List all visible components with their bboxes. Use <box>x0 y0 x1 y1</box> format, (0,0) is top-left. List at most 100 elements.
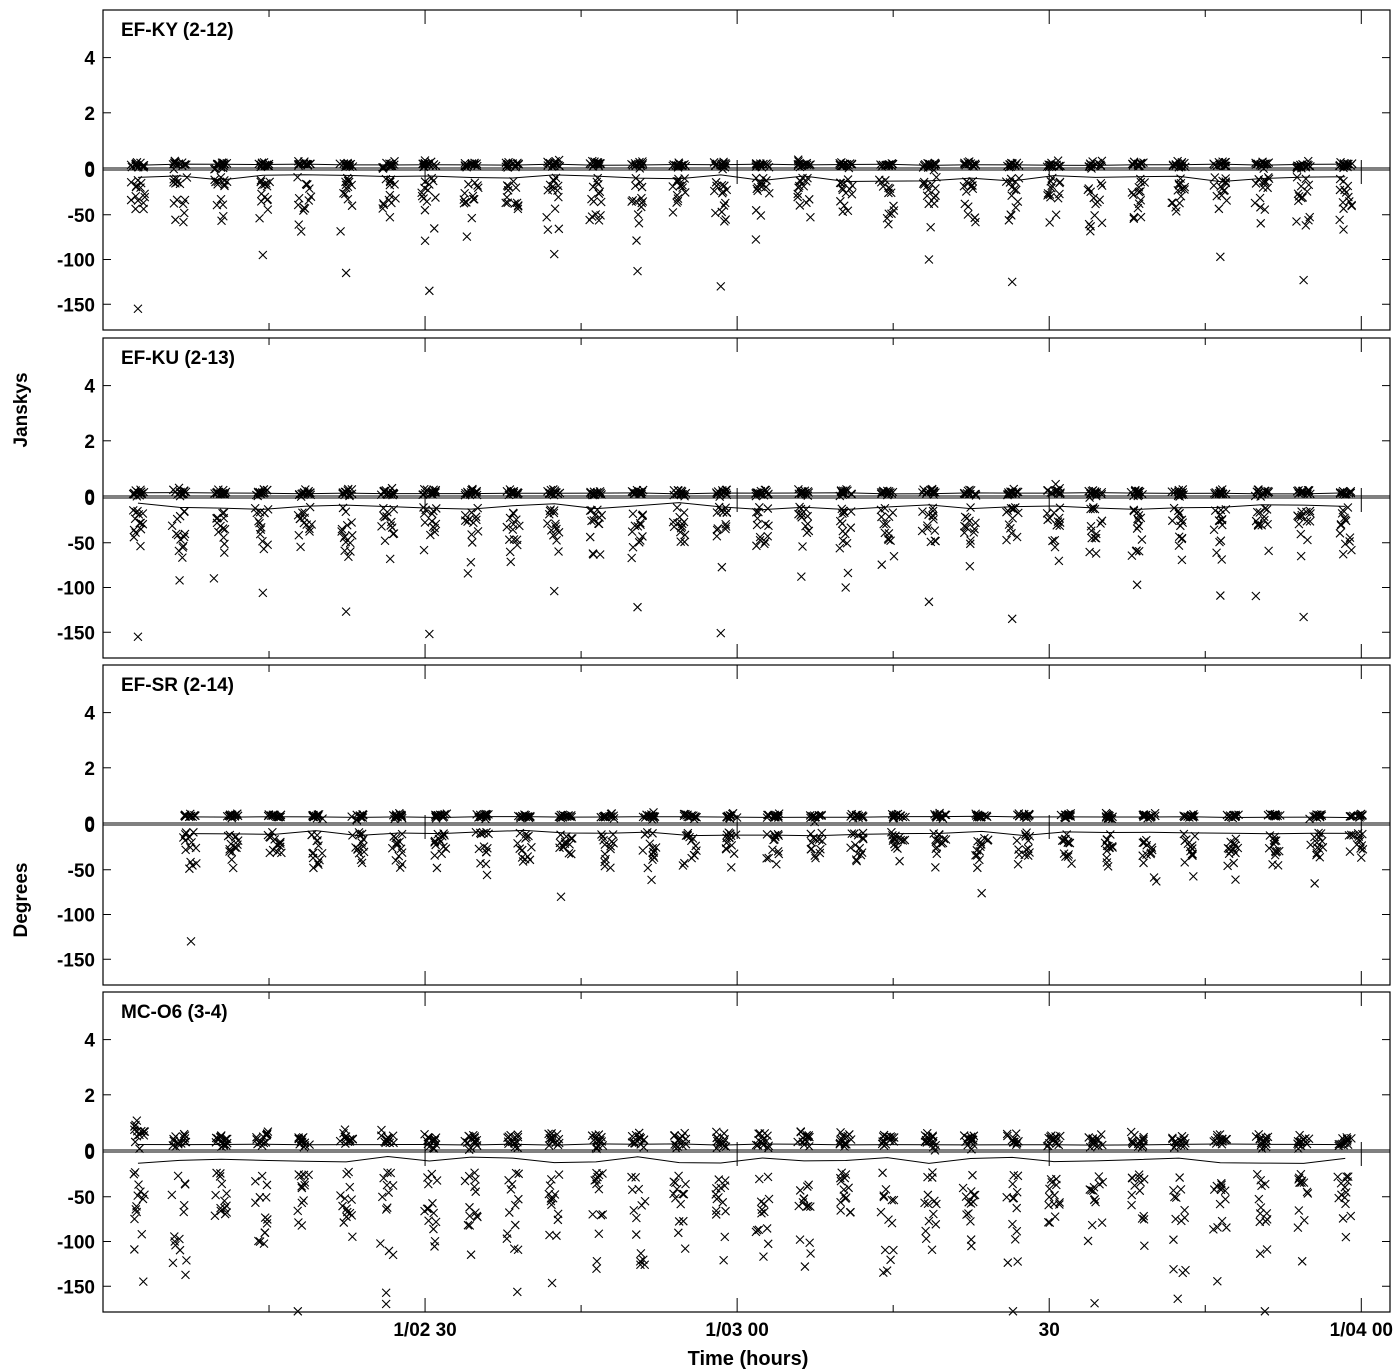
phase-mark <box>968 1197 978 1207</box>
phase-mark <box>590 510 600 520</box>
phase-mark <box>1097 218 1107 228</box>
y-tick-label: 4 <box>84 1031 95 1052</box>
phase-mark <box>463 569 473 578</box>
phase-mark <box>211 1190 221 1200</box>
phase-mark <box>300 508 310 518</box>
phase-mark <box>882 519 891 529</box>
phase-mark <box>806 844 816 854</box>
phase-mark <box>922 191 932 201</box>
phase-mark <box>1083 185 1093 195</box>
y-tick-label: -50 <box>68 1188 95 1209</box>
phase-mark <box>510 1200 520 1210</box>
phase-mark <box>513 204 523 214</box>
amp-mark <box>877 1139 887 1149</box>
phase-mark <box>1021 845 1031 854</box>
amp-mark <box>1342 1132 1352 1142</box>
phase-mark <box>1296 529 1306 539</box>
amp-mark <box>1171 161 1181 170</box>
amp-mark <box>1342 1136 1352 1146</box>
phase-mark <box>1105 830 1115 839</box>
amp-mark <box>627 1131 637 1141</box>
phase-mark <box>1102 841 1112 851</box>
phase-mark <box>1177 533 1187 543</box>
phase-mark <box>1134 1173 1144 1183</box>
phase-mark <box>636 1248 646 1258</box>
phase-outlier-mark <box>549 249 559 259</box>
phase-mark <box>593 179 603 189</box>
phase-mark <box>178 543 188 552</box>
phase-mark <box>727 840 737 850</box>
amp-mark <box>397 810 406 820</box>
phase-mark <box>1345 847 1355 856</box>
phase-mark <box>673 194 683 204</box>
phase-mark <box>879 1192 889 1202</box>
phase-mark <box>1304 180 1314 190</box>
phase-mark <box>218 524 228 533</box>
phase-mark <box>962 1210 971 1219</box>
amp-mark <box>306 490 316 500</box>
phase-mark <box>838 509 847 519</box>
phase-mark <box>599 835 608 845</box>
phase-mark <box>889 1195 899 1205</box>
amp-mark <box>1263 159 1272 169</box>
amp-mark <box>964 490 974 499</box>
phase-mark <box>633 210 643 219</box>
phase-mark <box>1008 1179 1018 1189</box>
amp-mark <box>1338 489 1348 499</box>
phase-mark <box>341 507 351 517</box>
phase-mark <box>890 842 900 852</box>
phase-mark <box>1012 532 1022 542</box>
phase-outlier-mark <box>549 586 559 596</box>
phase-mark <box>544 509 554 519</box>
amp-mark <box>299 488 309 497</box>
phase-mark <box>1257 520 1267 530</box>
phase-mark <box>548 175 558 185</box>
phase-mark <box>275 842 285 852</box>
amp-mark <box>805 1132 814 1142</box>
phase-mark <box>709 186 719 196</box>
amp-mark <box>1263 1132 1273 1142</box>
phase-mark <box>336 1191 345 1200</box>
amp-mark <box>381 486 391 495</box>
phase-mark <box>256 196 266 206</box>
phase-mark <box>601 854 610 864</box>
phase-mark <box>348 1232 357 1242</box>
amp-mark <box>929 490 939 499</box>
phase-mark <box>1347 200 1357 210</box>
y-tick-label: -150 <box>57 950 95 971</box>
amp-mark <box>1002 1129 1012 1139</box>
phase-mark <box>1012 1226 1022 1236</box>
amp-mark <box>1013 487 1023 497</box>
phase-mark <box>713 524 723 533</box>
phase-mark <box>131 528 140 537</box>
amp-mark <box>1335 161 1344 171</box>
amp-mark <box>130 489 140 499</box>
y-axis-label-janskys: Janskys <box>11 372 32 447</box>
amp-mark <box>1211 490 1220 499</box>
phase-mark <box>391 833 401 843</box>
phase-mark <box>876 1207 886 1217</box>
phase-mark <box>1349 830 1358 840</box>
amp-mark <box>419 162 429 172</box>
phase-mark <box>648 828 657 838</box>
phase-mark <box>1008 1193 1018 1203</box>
phase-mark <box>548 185 557 195</box>
phase-mark <box>1180 182 1190 192</box>
phase-mark <box>262 181 272 191</box>
phase-mark <box>1187 844 1197 853</box>
amp-mark <box>931 160 941 170</box>
amp-mark <box>300 1138 310 1148</box>
phase-outlier-mark <box>1132 580 1142 590</box>
amp-mark <box>1137 159 1147 169</box>
phase-mark <box>1335 174 1345 184</box>
phase-mark <box>179 507 189 517</box>
phase-mark <box>1023 836 1033 846</box>
amp-mark <box>397 813 407 823</box>
amp-mark <box>131 1120 140 1130</box>
y-tick-label: -150 <box>57 623 95 644</box>
amp-mark <box>420 1129 429 1139</box>
amp-mark <box>1091 488 1101 498</box>
phase-mark <box>380 512 390 522</box>
amp-mark <box>1054 161 1064 171</box>
phase-mark <box>673 1228 683 1238</box>
